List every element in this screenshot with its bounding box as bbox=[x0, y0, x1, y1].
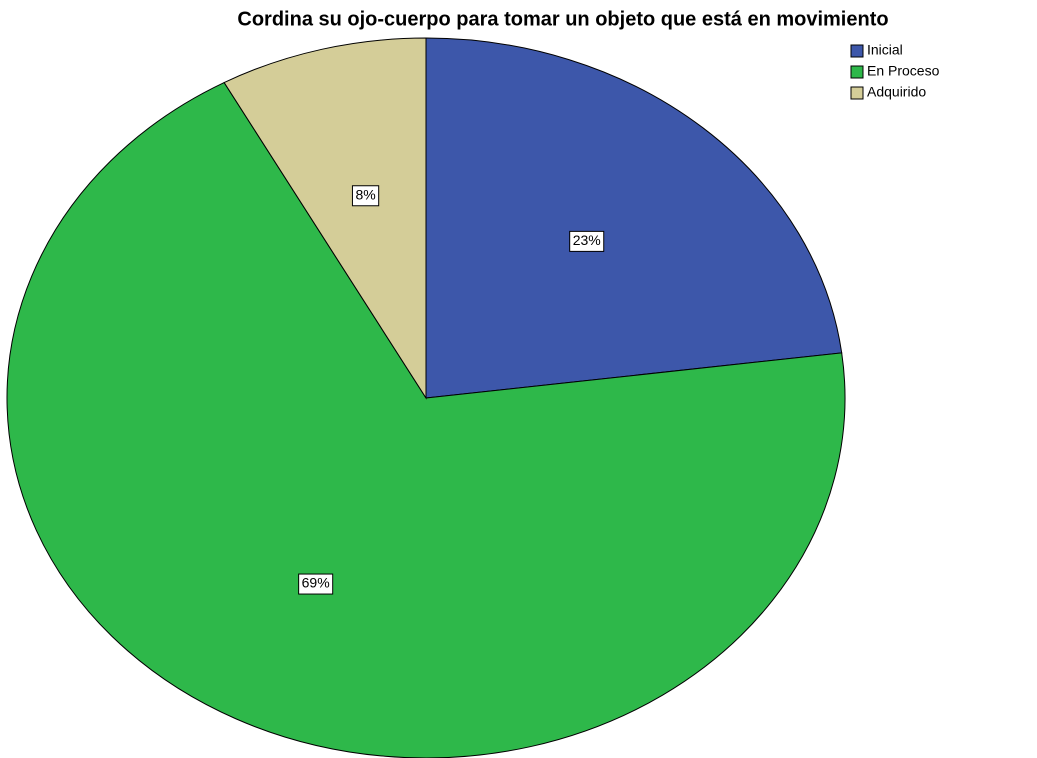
data-label: 23% bbox=[569, 230, 605, 252]
data-label-text: 69% bbox=[302, 575, 330, 591]
legend-swatch bbox=[850, 44, 864, 58]
data-label: 69% bbox=[298, 573, 334, 595]
data-label: 8% bbox=[351, 185, 380, 207]
data-label-box bbox=[351, 185, 380, 207]
chart-title: Cordina su ojo-cuerpo para tomar un obje… bbox=[237, 8, 888, 30]
data-label-text: 23% bbox=[573, 232, 601, 248]
legend-label: Inicial bbox=[867, 42, 903, 58]
data-label-box bbox=[298, 573, 334, 595]
pie-slice bbox=[425, 37, 843, 399]
legend-swatch bbox=[850, 65, 864, 79]
pie-slice bbox=[6, 81, 846, 758]
data-label-text: 8% bbox=[355, 186, 375, 202]
pie-slice bbox=[223, 37, 427, 400]
data-label-box bbox=[569, 230, 605, 252]
legend-label: En Proceso bbox=[867, 63, 940, 79]
legend-label: Adquirido bbox=[867, 84, 926, 100]
legend-swatch bbox=[850, 86, 864, 100]
